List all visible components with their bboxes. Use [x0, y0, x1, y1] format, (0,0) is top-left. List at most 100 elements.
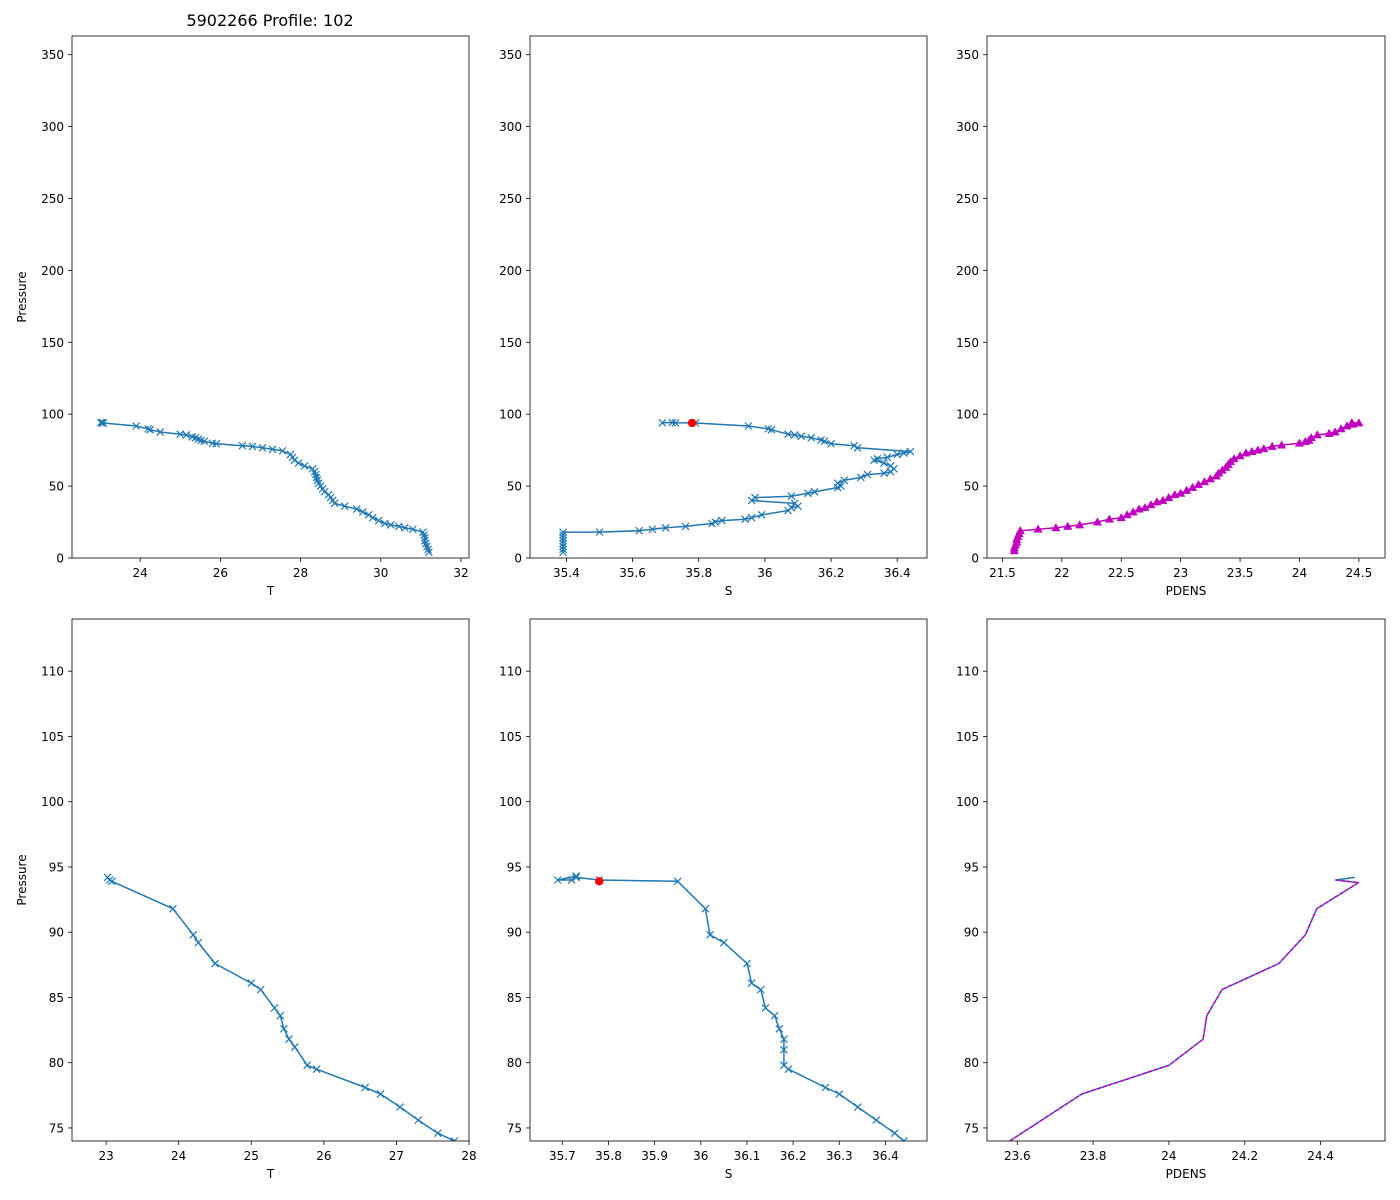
data-point-S: [572, 873, 581, 882]
data-point-S: [873, 454, 882, 463]
figure-title: 5902266 Profile: 102: [186, 11, 353, 30]
data-point-PDENS: [1051, 523, 1061, 532]
data-point-S: [761, 1003, 770, 1012]
data-point-S: [863, 470, 872, 479]
x-tick-label: 23.6: [1004, 1149, 1031, 1163]
data-point-T: [340, 502, 349, 511]
y-tick-label: 90: [964, 926, 979, 940]
data-point-T: [361, 1083, 370, 1092]
data-point-T: [400, 523, 409, 532]
data-point-S: [559, 536, 568, 545]
y-tick-label: 200: [499, 264, 522, 278]
x-tick-label: 24: [1161, 1149, 1176, 1163]
data-point-T: [247, 979, 256, 988]
data-point-T: [99, 419, 108, 427]
x-tick-label: 24: [1292, 566, 1307, 580]
y-tick-label: 150: [41, 336, 64, 350]
x-tick-label: 22.5: [1108, 566, 1135, 580]
data-point-T: [308, 464, 317, 473]
y-tick-label: 95: [49, 860, 64, 874]
data-point-S: [770, 1011, 779, 1020]
x-tick-label: 21.5: [989, 566, 1016, 580]
x-tick-label: 28: [461, 1149, 476, 1163]
data-point-S: [790, 499, 799, 508]
y-tick-label: 300: [41, 120, 64, 134]
data-point-S: [559, 548, 568, 557]
data-point-S: [681, 522, 690, 531]
data-point-S: [635, 526, 644, 535]
x-tick-label: 35.6: [619, 566, 646, 580]
x-tick-label: 35.7: [549, 1149, 576, 1163]
data-point-T: [285, 1035, 293, 1044]
y-axis-label: Pressure: [15, 271, 29, 322]
y-tick-label: 0: [514, 552, 522, 566]
data-point-T: [376, 1090, 385, 1098]
data-point-T: [132, 422, 141, 430]
data-point-T: [433, 1129, 442, 1138]
data-point-T: [352, 505, 361, 514]
data-point-T: [368, 513, 377, 522]
plot-area: [1009, 876, 1360, 1141]
data-point-S: [648, 525, 657, 534]
x-tick-label: 36.2: [818, 566, 845, 580]
y-tick-label: 100: [41, 795, 64, 809]
data-point-T: [278, 446, 287, 455]
data-point-T: [424, 548, 433, 557]
x-axis-label: T: [266, 584, 275, 598]
y-tick-label: 95: [507, 860, 522, 874]
y-tick-label: 90: [49, 926, 64, 940]
x-tick-label: 26: [213, 566, 228, 580]
data-point-T: [146, 425, 155, 434]
data-point-S: [559, 545, 568, 554]
y-tick-label: 300: [499, 120, 522, 134]
y-tick-label: 105: [956, 730, 979, 744]
data-point-S: [764, 424, 773, 433]
y-tick-label: 350: [956, 48, 979, 62]
axes-frame: [71, 35, 470, 559]
data-point-S: [784, 430, 792, 439]
y-tick-label: 100: [956, 408, 979, 422]
subplot-top-PDENS: 21.5 22 22.5 23 23.5 24 24.5 0 50 100 150 200 250 300…: [956, 35, 1386, 598]
data-point-S: [807, 433, 816, 442]
data-point-S: [797, 432, 806, 441]
subplot-bottom-S: 35.7 35.8 35.9 36 36.1 36.2 36.3 36.4 75 80 85 90 95…: [499, 618, 928, 1181]
data-point-T: [256, 985, 265, 994]
data-point-T: [394, 522, 403, 531]
data-point-S: [856, 473, 865, 482]
series-line-S: [556, 875, 905, 1141]
y-tick-label: 110: [41, 665, 64, 679]
data-point-S: [880, 469, 888, 478]
x-tick-label: 35.4: [553, 566, 580, 580]
data-point-T: [208, 439, 217, 448]
data-point-T: [248, 442, 257, 451]
y-tick-label: 100: [499, 795, 522, 809]
x-tick-label: 23: [98, 1149, 113, 1163]
y-tick-label: 100: [41, 408, 64, 422]
data-point-S: [872, 1116, 881, 1125]
subplot-top-S: 35.4 35.6 35.8 36 36.2 36.4 0 50 100 150 200 250 300…: [499, 35, 928, 598]
data-point-S: [906, 447, 915, 456]
y-tick-label: 100: [956, 795, 979, 809]
data-point-S: [741, 515, 749, 524]
data-point-PDENS: [1259, 444, 1269, 453]
data-point-T: [294, 459, 303, 468]
data-point-S: [559, 531, 568, 539]
y-tick-label: 95: [964, 860, 979, 874]
y-tick-label: 250: [41, 192, 64, 206]
x-tick-label: 24: [171, 1149, 186, 1163]
subplot-bottom-PDENS: 23.6 23.8 24 24.2 24.4 75 80 85 90 95 100 105 110 PDE…: [956, 618, 1386, 1181]
data-point-T: [96, 418, 105, 427]
data-point-S: [756, 985, 765, 994]
data-point-T: [103, 873, 112, 882]
data-point-T: [312, 1065, 321, 1074]
data-point-S: [787, 503, 796, 512]
plot-area: [96, 418, 433, 557]
data-point-T: [188, 432, 197, 441]
series-line-PDENS-overlay: [1009, 879, 1360, 1141]
data-point-T: [258, 443, 267, 452]
data-point-S: [899, 1137, 908, 1141]
y-tick-label: 85: [49, 991, 64, 1005]
data-point-S: [886, 462, 895, 470]
data-point-S: [553, 876, 562, 884]
